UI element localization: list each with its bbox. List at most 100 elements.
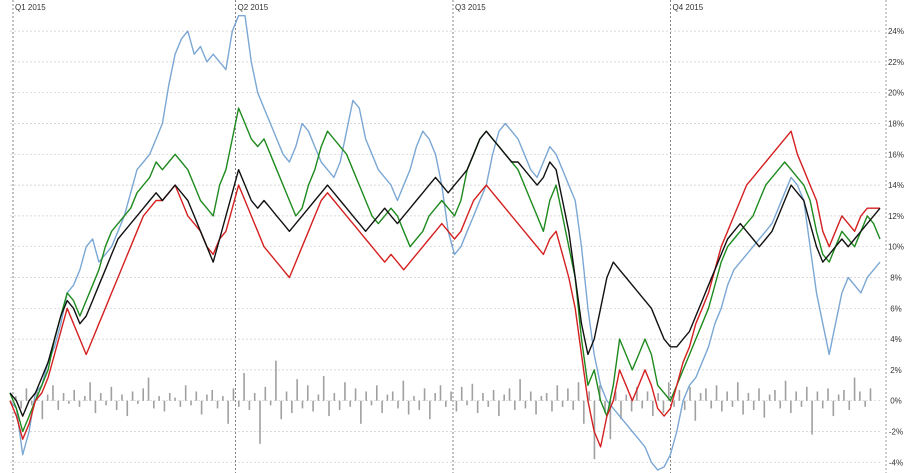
volume-bar [630,400,633,412]
volume-bar [466,400,468,406]
volume-bar [211,389,214,401]
volume-bar [30,400,33,406]
volume-bar [535,400,537,415]
volume-bar [158,396,160,401]
volume-bar [731,400,734,407]
volume-bar [604,400,606,414]
volume-bar [694,400,697,421]
y-tick-label: 2% [890,366,902,375]
volume-bar [514,400,516,410]
volume-bar [450,391,452,401]
volume-bar [747,393,750,401]
volume-bar [370,400,373,406]
volume-bar [583,400,585,424]
volume-bar [790,400,792,414]
volume-bar [338,400,341,410]
volume-bar [94,400,97,414]
volume-bar [227,400,229,424]
volume-bar [795,391,797,401]
series-line-4 [9,130,881,417]
volume-bar [821,400,824,409]
volume-bar [147,377,150,401]
volume-bar [752,400,755,410]
volume-bar [41,400,44,420]
volume-bar [455,400,458,412]
volume-bar [524,400,527,409]
volume-bar [864,400,866,407]
volume-bar [280,400,283,420]
bar-series [15,360,872,460]
volume-bar [843,389,845,401]
volume-bar [375,385,378,401]
volume-bar [354,388,357,401]
volume-bar [15,396,17,401]
volume-bar [721,400,723,412]
volume-bar [190,400,192,406]
y-tick-label: -4% [889,458,903,467]
volume-bar [322,376,325,401]
volume-bar [275,360,277,401]
quarter-label: Q3 2015 [455,3,486,12]
volume-bar [301,400,304,409]
volume-bar [662,400,665,414]
volume-bar [620,400,622,420]
quarter-label: Q2 2015 [238,3,269,12]
volume-bar [52,385,54,401]
quarter-labels: Q1 2015 Q2 2015 Q3 2015 Q4 2015 [15,3,704,12]
y-tick-label: 24% [888,27,904,36]
volume-bar [317,394,320,401]
volume-bar [784,380,787,401]
y-tick-label: 10% [888,243,904,252]
volume-bar [222,396,224,401]
y-tick-label: 20% [888,89,904,98]
volume-bar [498,400,500,417]
volume-bar [652,400,654,417]
volume-bar [237,400,240,407]
volume-bar [736,382,739,401]
volume-bar [779,400,782,409]
y-tick-label: -2% [889,428,903,437]
volume-bar [588,391,590,401]
volume-bar [471,383,474,401]
volume-bar [259,400,261,444]
volume-bar [291,400,293,414]
quarter-label: Q4 2015 [673,3,704,12]
volume-bar [381,400,383,414]
volume-bar [758,388,760,401]
volume-bar [248,400,251,410]
volume-bar [131,391,134,401]
volume-bar [641,400,644,409]
volume-bar [460,386,463,401]
quarter-label: Q1 2015 [15,3,46,12]
volume-bar [768,394,771,401]
volume-bar [774,389,776,401]
volume-bar [848,400,851,410]
volume-bar [57,400,60,410]
volume-bar [699,393,702,401]
volume-bar [646,391,649,401]
volume-bar [174,397,176,401]
line-series [9,15,881,471]
y-tick-label: 6% [890,304,902,313]
volume-bar [572,400,575,410]
volume-bar [545,393,548,401]
volume-bar [89,382,91,401]
volume-bar [805,386,808,401]
volume-bar [184,385,187,401]
volume-bar [614,391,617,401]
volume-bar [832,400,835,417]
volume-bar [73,389,75,401]
volume-bar [121,394,123,401]
volume-bar [78,400,81,407]
volume-bar [168,393,171,401]
volume-bar [68,400,70,404]
volume-bar [413,396,415,401]
volume-bar [869,388,872,401]
volume-bar [62,393,65,401]
gridlines [10,30,880,463]
volume-bar [529,391,532,401]
volume-bar [673,400,675,407]
quarter-dividers [12,0,671,473]
volume-bar [137,400,139,404]
